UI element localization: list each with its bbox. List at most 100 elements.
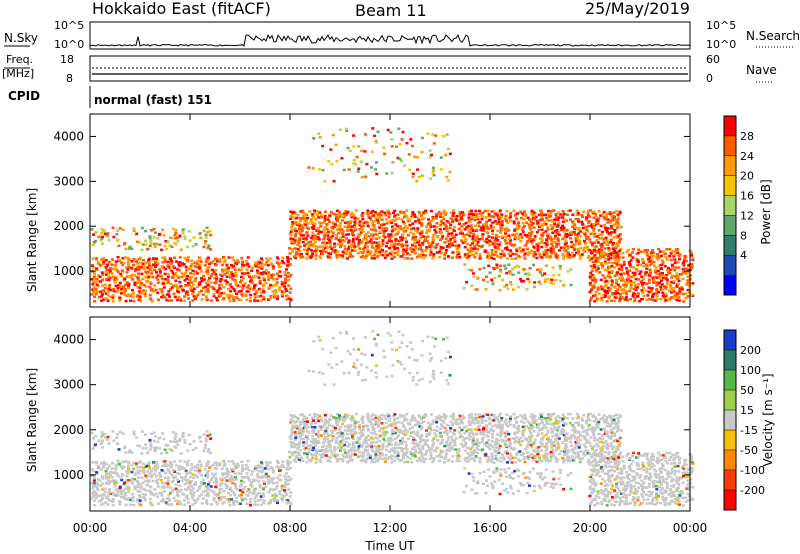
- velocity-cell: [165, 502, 169, 506]
- power-cell: [586, 248, 590, 251]
- power-cell: [650, 298, 654, 301]
- velocity-cell: [431, 460, 435, 464]
- power-cell: [298, 249, 301, 253]
- power-cell: [559, 228, 563, 232]
- power-cell: [435, 212, 438, 216]
- power-cell: [176, 298, 180, 302]
- power-cell: [412, 227, 416, 230]
- velocity-cell: [469, 450, 473, 454]
- power-cell: [219, 273, 223, 277]
- velocity-cell: [148, 501, 152, 504]
- velocity-cell: [303, 448, 307, 451]
- power-cell: [660, 283, 664, 286]
- power-cell: [615, 251, 619, 254]
- power-cell: [553, 279, 557, 282]
- cpid-label: CPID: [8, 89, 40, 103]
- velocity-cell: [361, 458, 365, 462]
- velocity-cell: [340, 432, 344, 435]
- velocity-cell: [441, 438, 445, 442]
- velocity-cell: [207, 469, 211, 473]
- power-cell: [448, 226, 452, 229]
- velocity-cell: [382, 435, 386, 438]
- power-cell: [632, 292, 636, 295]
- power-cell: [361, 251, 365, 255]
- velocity-cell: [123, 481, 127, 484]
- power-cell: [181, 230, 185, 233]
- power-cell: [107, 285, 111, 288]
- power-cell: [556, 239, 560, 242]
- power-cell: [169, 262, 173, 265]
- power-cell: [566, 209, 570, 212]
- velocity-cell: [466, 446, 470, 450]
- power-cell: [404, 250, 408, 253]
- velocity-cell: [139, 503, 143, 507]
- power-cell: [449, 238, 453, 241]
- velocity-cell: [104, 501, 108, 504]
- power-cell: [609, 257, 613, 260]
- power-cell: [471, 235, 475, 238]
- power-cell: [366, 212, 370, 215]
- velocity-cell: [349, 425, 352, 428]
- power-cell: [594, 278, 598, 281]
- velocity-cell: [442, 431, 446, 434]
- power-cell: [305, 231, 309, 234]
- power-cell: [347, 224, 351, 227]
- power-cell: [463, 241, 467, 244]
- power-cell: [473, 224, 477, 228]
- power-cell: [152, 257, 155, 260]
- power-cell: [380, 214, 383, 217]
- power-cell: [495, 222, 499, 225]
- power-cell: [511, 288, 515, 291]
- power-cell: [613, 266, 616, 269]
- velocity-cell: [239, 489, 242, 492]
- power-cell: [490, 256, 493, 259]
- velocity-cell: [210, 464, 214, 468]
- power-cell: [588, 290, 592, 294]
- power-cell: [574, 217, 578, 221]
- power-cell: [218, 287, 222, 290]
- power-cell: [611, 250, 615, 254]
- velocity-cell: [94, 491, 98, 495]
- power-cell: [478, 254, 482, 258]
- power-cell: [411, 244, 414, 247]
- power-cell: [212, 276, 216, 280]
- power-cell: [425, 229, 429, 232]
- power-colorbar-swatch: [724, 255, 736, 276]
- velocity-cell: [157, 502, 160, 505]
- power-cell: [240, 275, 243, 279]
- power-cell: [351, 230, 354, 234]
- power-cell: [215, 260, 219, 263]
- power-cell: [526, 277, 530, 281]
- velocity-cell: [232, 478, 236, 481]
- power-cell: [160, 277, 164, 281]
- velocity-cell: [366, 417, 370, 420]
- velocity-cell: [255, 479, 258, 482]
- power-cell: [505, 283, 509, 287]
- power-cell: [233, 268, 237, 272]
- power-cell: [125, 271, 129, 274]
- power-cell: [592, 210, 596, 213]
- power-cell: [349, 244, 353, 248]
- power-cell: [317, 221, 321, 224]
- power-cell: [440, 252, 444, 255]
- velocity-cell: [403, 460, 407, 464]
- power-cell: [361, 230, 365, 233]
- velocity-cell: [283, 489, 287, 492]
- power-cell: [578, 230, 582, 233]
- power-cell: [307, 244, 311, 247]
- power-cell: [654, 281, 658, 284]
- power-cell: [498, 223, 502, 226]
- power-cell: [400, 218, 404, 221]
- power-cell: [232, 299, 236, 302]
- velocity-cell: [431, 439, 435, 442]
- power-cell: [324, 226, 328, 229]
- velocity-cell: [467, 428, 471, 431]
- power-cell: [163, 272, 167, 276]
- velocity-cell: [339, 449, 342, 452]
- power-cell: [307, 254, 311, 258]
- velocity-cell: [95, 487, 99, 490]
- velocity-cell: [323, 418, 327, 421]
- velocity-cell: [272, 481, 276, 485]
- velocity-cell: [457, 454, 461, 457]
- power-cell: [611, 218, 615, 221]
